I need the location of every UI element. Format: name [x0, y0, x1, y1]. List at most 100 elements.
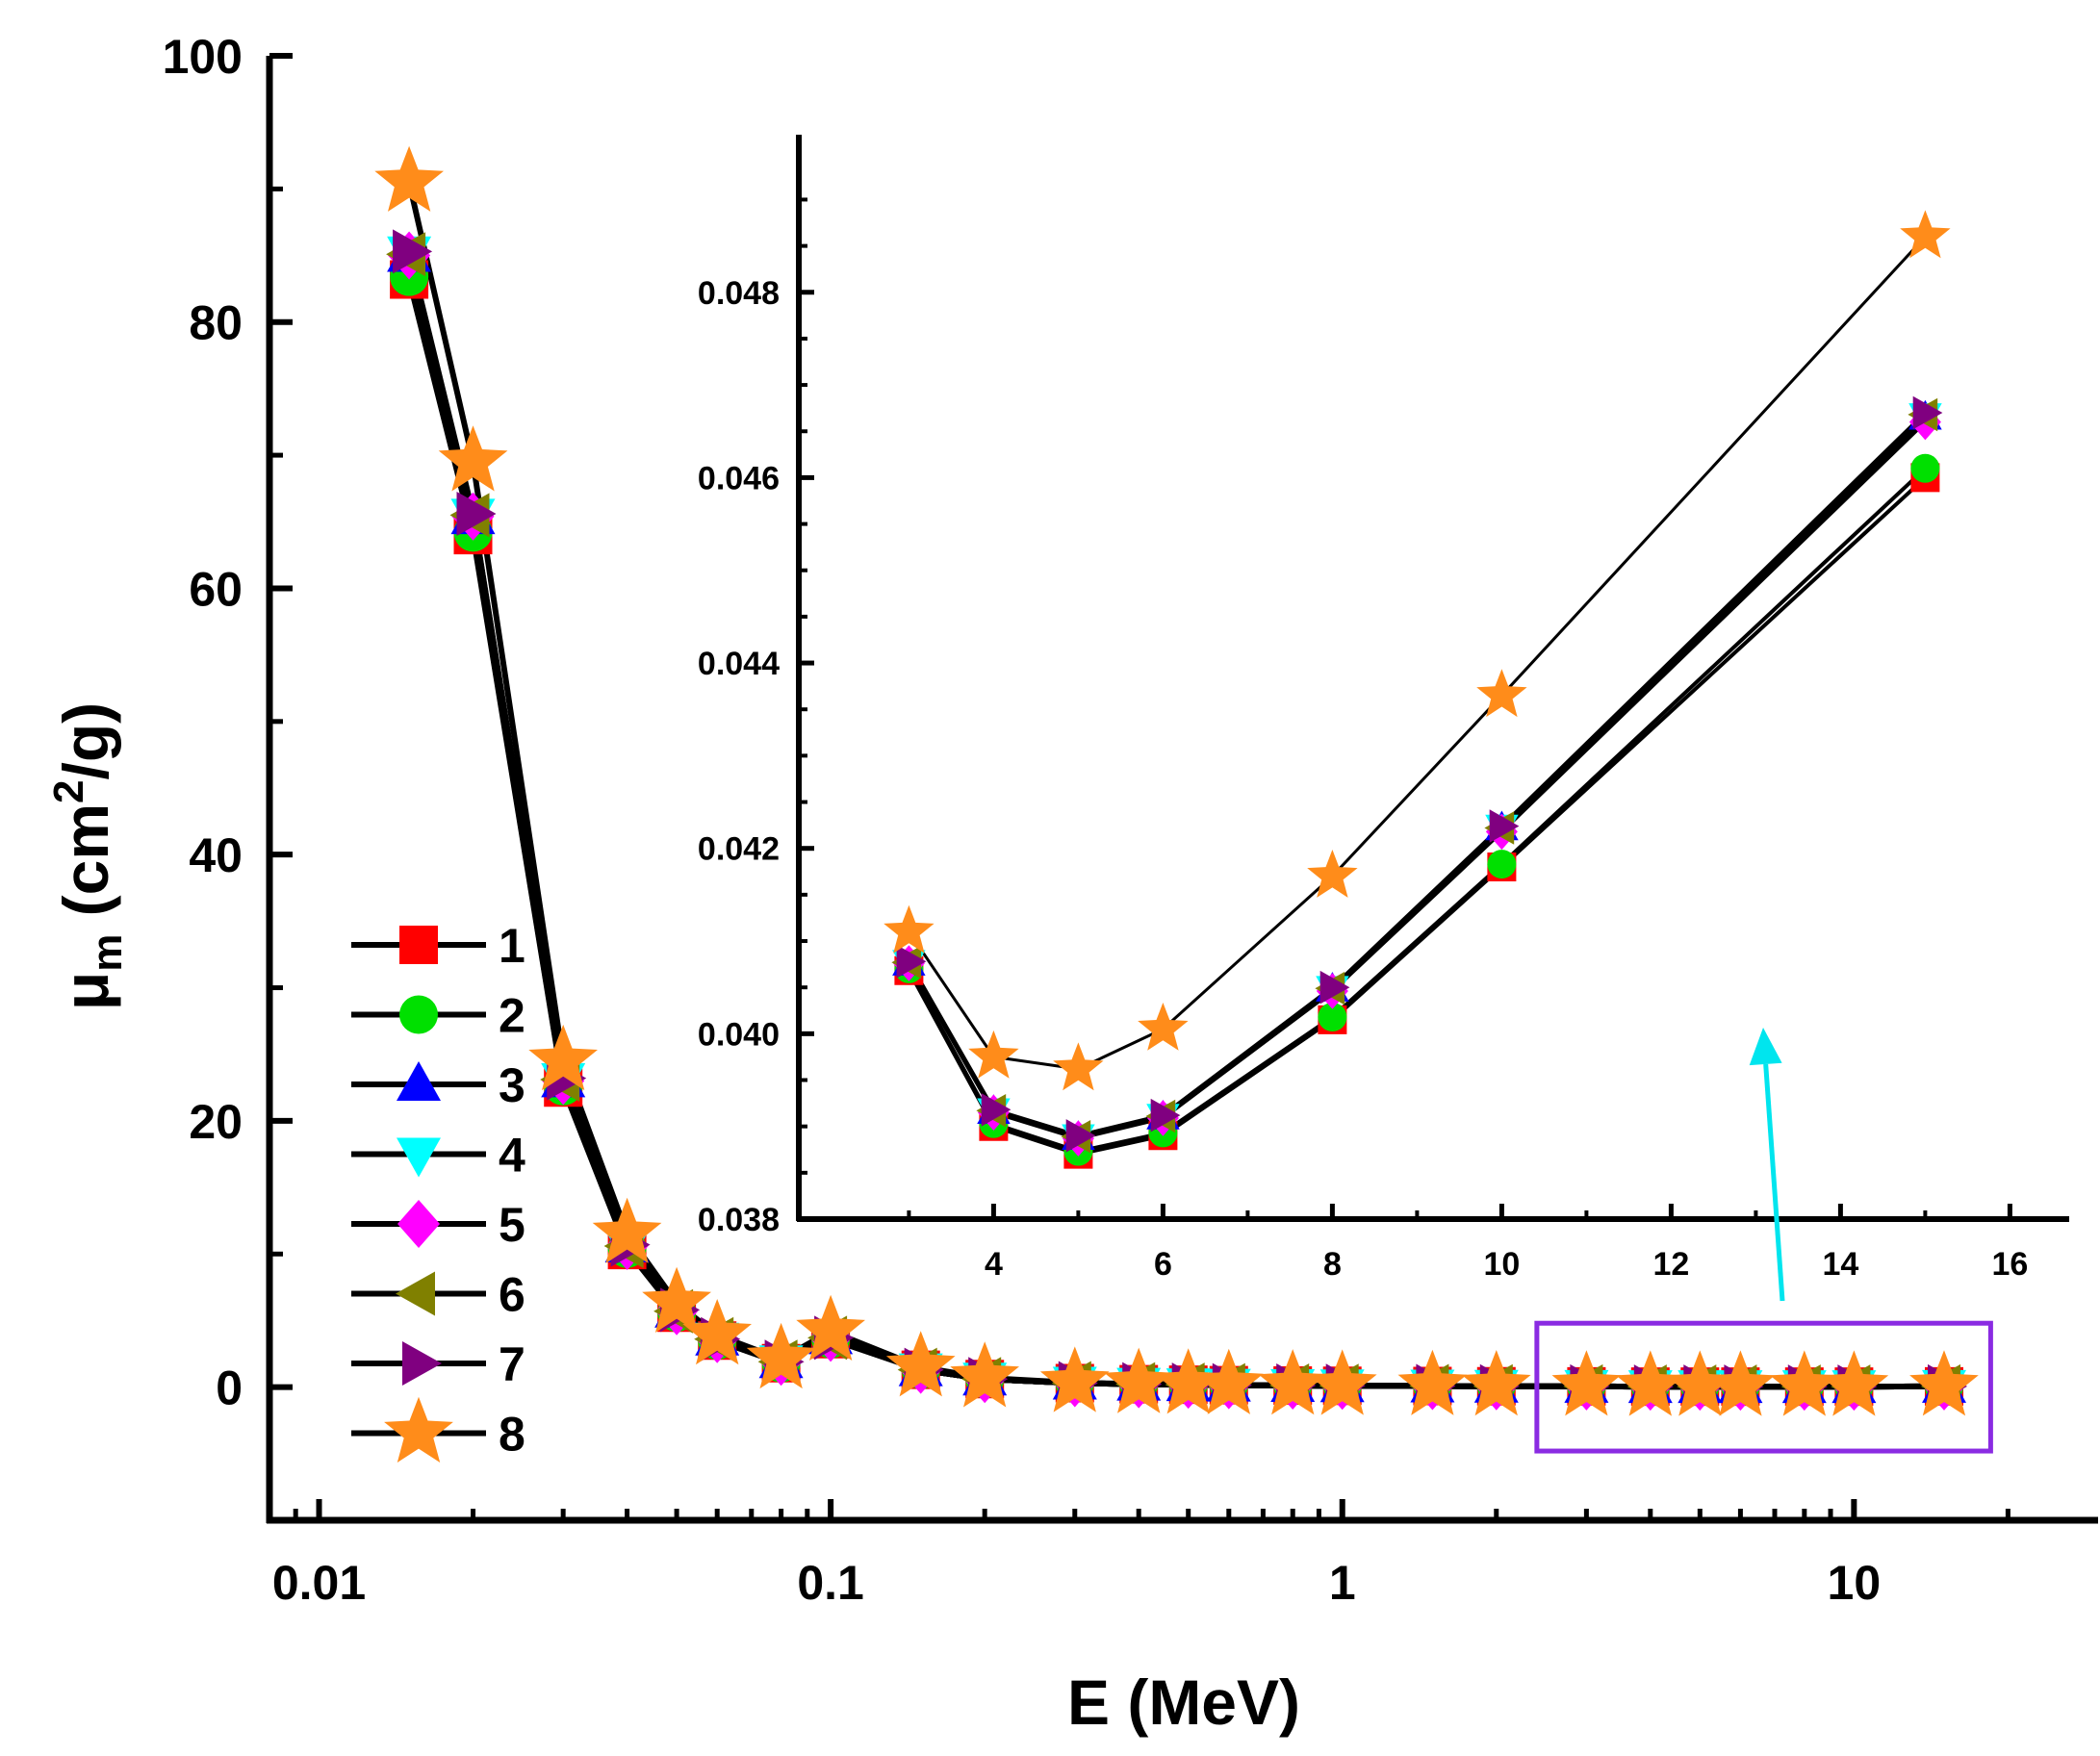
series-8-point	[1397, 1349, 1468, 1415]
inset-y-tick-label: 0.044	[698, 646, 780, 682]
inset-series-8-point	[1053, 1042, 1104, 1091]
legend-label-8: 8	[499, 1408, 525, 1462]
inset-series-8-point	[1138, 1003, 1189, 1051]
series-8-point	[1616, 1350, 1685, 1416]
inset-series-8-point	[1476, 669, 1527, 718]
inset-series-8-point	[968, 1030, 1019, 1079]
legend-marker-4	[397, 1137, 441, 1178]
legend-marker-5	[397, 1200, 440, 1248]
inset-series-line-5	[907, 420, 1927, 1141]
y-axis-label-symbol: μ	[50, 972, 121, 1010]
series-8-point	[438, 425, 508, 492]
inset-x-tick-label: 6	[1154, 1246, 1172, 1283]
inset-x-tick-label: 12	[1652, 1246, 1689, 1283]
series-8-point	[1551, 1350, 1622, 1416]
main-axis-ticks	[269, 53, 2010, 1523]
inset-series-7-point	[1912, 395, 1943, 430]
inset-axis-ticks	[799, 197, 2012, 1222]
series-8-point	[1258, 1349, 1328, 1415]
series-line-8	[406, 181, 1945, 1390]
inset-x-tick-label: 8	[1323, 1246, 1342, 1283]
y-axis-label-superscript: 2	[45, 779, 92, 802]
y-axis-label: μm (cm2/g)	[45, 702, 131, 1010]
legend-marker-3	[397, 1061, 441, 1101]
y-tick-label: 20	[189, 1095, 243, 1149]
inset-series-7-point	[896, 945, 927, 979]
legend: 1 2 3 4 5 6 7 8	[351, 919, 525, 1463]
series-8-point	[1153, 1348, 1223, 1414]
inset-series-2-point	[1910, 453, 1940, 483]
pointer-arrow-head	[1749, 1028, 1782, 1066]
inset-series-line-4	[907, 414, 1927, 1139]
series-8-point	[950, 1341, 1019, 1408]
x-tick-label: 0.1	[797, 1556, 864, 1610]
series-8-point	[1770, 1350, 1839, 1416]
pointer-arrow-group	[1749, 1028, 1785, 1302]
y-tick-label: 100	[163, 30, 243, 84]
inset-x-tick-label: 10	[1483, 1246, 1520, 1283]
inset-series-7-point	[1150, 1098, 1181, 1132]
series-8-point	[1909, 1350, 1979, 1416]
y-tick-label: 60	[189, 562, 243, 616]
inset-series-7-point	[981, 1093, 1012, 1127]
inset-series-lines	[907, 235, 1927, 1157]
inset-y-tick-label: 0.048	[698, 275, 780, 312]
series-8-point	[1665, 1350, 1735, 1416]
series-8-point	[796, 1294, 865, 1361]
x-tick-label: 10	[1828, 1556, 1882, 1610]
legend-label-4: 4	[499, 1129, 525, 1183]
inset-series-line-6	[907, 413, 1927, 1139]
legend-label-5: 5	[499, 1198, 525, 1252]
series-8-point	[642, 1266, 711, 1333]
legend-label-2: 2	[499, 989, 525, 1043]
highlight-box-group	[1534, 1320, 1993, 1454]
series-7-point	[456, 492, 497, 536]
pointer-arrow-shaft	[1763, 1063, 1785, 1302]
inset-series-2-point	[1318, 1003, 1347, 1032]
series-8-point	[1104, 1347, 1173, 1413]
inset-series-8-point	[884, 904, 935, 954]
series-8-point	[1461, 1350, 1531, 1416]
inset-series-2-point	[1487, 850, 1517, 879]
inset-y-tick-label: 0.038	[698, 1202, 780, 1238]
series-7-point	[393, 229, 433, 274]
legend-marker-6	[396, 1271, 435, 1316]
series-8-point	[528, 1024, 598, 1091]
inset-axis-tick-labels: 4 6 8 10 12 14 16 0.038 0.040 0.042 0.044 0.046 0.04…	[698, 275, 2028, 1283]
inset-series-7-point	[1065, 1119, 1096, 1153]
y-axis-label-subscript: m	[84, 934, 131, 972]
x-tick-label: 1	[1329, 1556, 1356, 1610]
legend-marker-1	[399, 926, 438, 964]
inset-y-tick-label: 0.040	[698, 1016, 780, 1053]
inset-x-tick-label: 16	[1991, 1246, 2028, 1283]
series-8-point	[885, 1331, 956, 1397]
legend-marker-2	[399, 995, 438, 1034]
series-8-point	[682, 1299, 752, 1365]
inset-axes	[796, 135, 2069, 1222]
zoom-highlight-box	[1534, 1320, 1993, 1454]
y-tick-label: 0	[216, 1362, 243, 1415]
y-axis-label-unit-end: /g)	[50, 702, 121, 780]
y-tick-label: 40	[189, 828, 243, 882]
series-8-point	[1194, 1348, 1264, 1414]
inset-series-8-point	[1900, 210, 1951, 259]
legend-marker-8	[384, 1396, 453, 1463]
inset-series-markers	[884, 210, 1951, 1169]
series-8-point	[592, 1197, 662, 1263]
series-8-point	[746, 1322, 816, 1389]
x-axis-label: E (MeV)	[1067, 1667, 1300, 1738]
series-8-point	[1705, 1350, 1776, 1416]
legend-marker-7	[402, 1341, 442, 1386]
inset-x-tick-label: 4	[985, 1246, 1003, 1283]
legend-label-3: 3	[499, 1058, 525, 1112]
inset-x-tick-label: 14	[1822, 1246, 1858, 1283]
inset-series-8-point	[1307, 850, 1358, 898]
main-axes	[266, 56, 2098, 1524]
inset-series-line-7	[907, 411, 1927, 1138]
legend-label-1: 1	[499, 919, 525, 973]
inset-series-line-3	[907, 416, 1927, 1140]
series-8-point	[374, 145, 444, 212]
series-8-point	[1307, 1349, 1377, 1415]
